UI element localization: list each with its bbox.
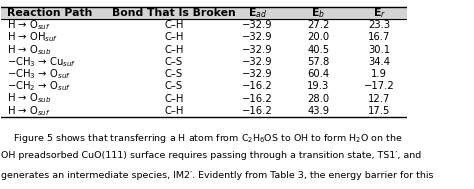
Text: C–S: C–S [165,57,183,67]
Text: 23.3: 23.3 [368,20,390,30]
Text: Figure 5 shows that transferring a H atom from C$_2$H$_6$OS to OH to form H$_2$O: Figure 5 shows that transferring a H ato… [1,132,403,145]
Text: C–S: C–S [165,69,183,79]
Text: H → O$_{sub}$: H → O$_{sub}$ [8,92,52,105]
Text: −16.2: −16.2 [242,106,273,116]
Text: E$_{ad}$: E$_{ad}$ [248,6,267,20]
Text: 40.5: 40.5 [307,45,329,55]
Text: 43.9: 43.9 [307,106,329,116]
Text: 1.9: 1.9 [371,69,387,79]
Text: C–H: C–H [164,20,183,30]
Text: −16.2: −16.2 [242,81,273,91]
Text: Reaction Path: Reaction Path [8,8,93,18]
Text: −32.9: −32.9 [242,57,273,67]
Text: 12.7: 12.7 [368,94,390,104]
Text: −CH$_3$ → O$_{suf}$: −CH$_3$ → O$_{suf}$ [8,67,72,81]
Text: H → O$_{suf}$: H → O$_{suf}$ [8,18,51,32]
Text: H → O$_{sub}$: H → O$_{sub}$ [8,43,52,57]
Text: 34.4: 34.4 [368,57,390,67]
Text: C–H: C–H [164,45,183,55]
Text: −32.9: −32.9 [242,45,273,55]
Text: C–H: C–H [164,94,183,104]
Text: 27.2: 27.2 [307,20,329,30]
Text: 60.4: 60.4 [307,69,329,79]
Text: C–H: C–H [164,33,183,43]
Text: −32.9: −32.9 [242,20,273,30]
Text: 17.5: 17.5 [368,106,390,116]
Text: 20.0: 20.0 [307,33,329,43]
Text: H → OH$_{suf}$: H → OH$_{suf}$ [8,31,59,44]
Text: −17.2: −17.2 [364,81,394,91]
Text: −CH$_2$ → O$_{suf}$: −CH$_2$ → O$_{suf}$ [8,79,72,93]
Text: −16.2: −16.2 [242,94,273,104]
Text: 16.7: 16.7 [368,33,390,43]
Text: C–H: C–H [164,106,183,116]
Text: −32.9: −32.9 [242,33,273,43]
Text: E$_r$: E$_r$ [373,6,385,20]
Text: 19.3: 19.3 [307,81,329,91]
Text: E$_b$: E$_b$ [311,6,325,20]
Bar [1,7,408,19]
Text: −CH$_3$ → Cu$_{suf}$: −CH$_3$ → Cu$_{suf}$ [8,55,77,69]
Text: 30.1: 30.1 [368,45,390,55]
Text: 57.8: 57.8 [307,57,329,67]
Text: 28.0: 28.0 [307,94,329,104]
Text: −32.9: −32.9 [242,69,273,79]
Text: H → O$_{suf}$: H → O$_{suf}$ [8,104,51,118]
Text: OH preadsorbed CuO(111) surface requires passing through a transition state, TS1: OH preadsorbed CuO(111) surface requires… [1,151,422,160]
Text: C–S: C–S [165,81,183,91]
Text: generates an intermediate species, IM2′. Evidently from Table 3, the energy barr: generates an intermediate species, IM2′.… [1,171,434,180]
Text: Bond That Is Broken: Bond That Is Broken [112,8,236,18]
